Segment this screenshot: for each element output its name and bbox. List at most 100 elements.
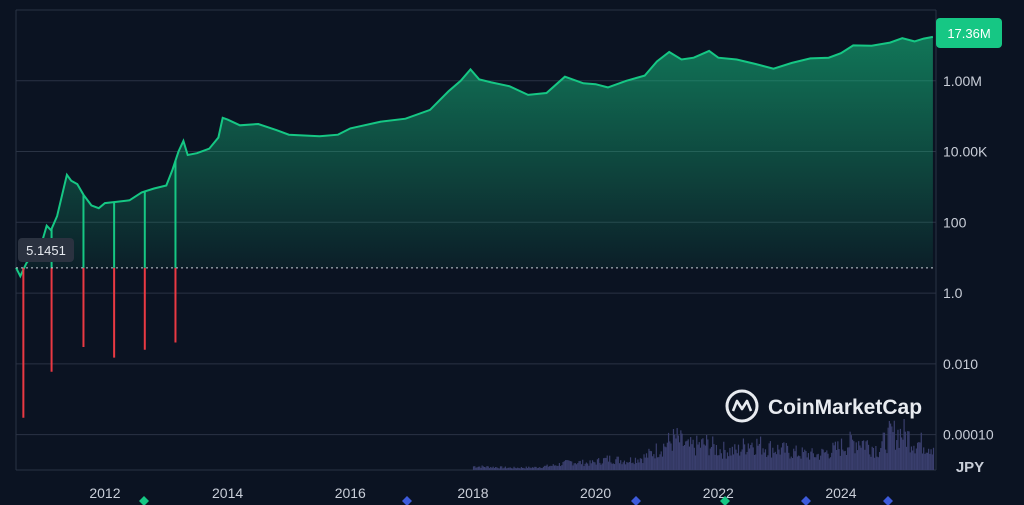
volume-bar — [599, 462, 601, 470]
volume-bar — [659, 454, 661, 470]
volume-bar — [643, 454, 645, 470]
volume-bar — [829, 457, 832, 470]
volume-bar — [639, 458, 641, 470]
volume-bar — [932, 447, 935, 470]
volume-bar — [874, 457, 876, 470]
volume-bar — [660, 451, 662, 470]
volume-bar — [901, 437, 903, 470]
volume-bar — [812, 453, 814, 470]
volume-bar — [780, 447, 783, 470]
volume-bar — [858, 441, 860, 470]
volume-bar — [677, 435, 679, 470]
volume-bar — [545, 465, 547, 470]
volume-bar — [602, 458, 605, 470]
volume-bar — [761, 454, 763, 470]
volume-bar — [710, 446, 713, 470]
volume-bar — [826, 450, 828, 470]
volume-bar — [909, 452, 911, 470]
volume-bar — [680, 430, 682, 470]
volume-bar — [712, 436, 714, 470]
volume-bar — [547, 466, 549, 470]
volume-bar — [681, 433, 683, 470]
volume-bar — [820, 455, 822, 470]
event-marker[interactable] — [139, 496, 149, 505]
volume-bar — [912, 450, 914, 470]
volume-bar — [674, 434, 676, 470]
volume-bar — [475, 467, 477, 470]
event-marker[interactable] — [402, 496, 412, 505]
volume-bar — [629, 457, 632, 470]
volume-bar — [692, 439, 694, 470]
volume-bar — [573, 463, 575, 470]
volume-bar — [827, 453, 829, 470]
volume-bar — [661, 456, 664, 470]
volume-bar — [622, 462, 624, 470]
volume-bar — [924, 453, 926, 470]
volume-bar — [508, 467, 510, 470]
volume-bar — [691, 444, 693, 470]
volume-bar — [582, 459, 584, 470]
event-marker[interactable] — [801, 496, 811, 505]
volume-bar — [772, 447, 774, 470]
volume-bar — [923, 447, 925, 470]
volume-bar — [536, 468, 538, 470]
volume-bar — [474, 466, 476, 470]
volume-bar — [881, 441, 883, 470]
volume-bar — [871, 446, 873, 470]
volume-bar — [578, 461, 580, 470]
volume-bar — [755, 454, 757, 470]
volume-bar — [486, 466, 488, 470]
volume-bar — [752, 447, 754, 470]
volume-bar — [502, 468, 504, 470]
volume-bar — [491, 467, 493, 470]
volume-bar — [837, 441, 839, 470]
event-marker[interactable] — [883, 496, 893, 505]
volume-bar — [472, 466, 475, 470]
volume-bar — [890, 423, 892, 470]
volume-bar — [590, 463, 592, 470]
volume-bar — [719, 449, 721, 470]
volume-bar — [774, 451, 776, 470]
volume-bar — [546, 464, 548, 470]
volume-bar — [815, 457, 817, 470]
volume-bar — [742, 438, 744, 470]
volume-bar — [594, 462, 596, 470]
volume-bar — [834, 441, 836, 470]
volume-bar — [515, 468, 518, 470]
event-marker[interactable] — [631, 496, 641, 505]
volume-bar — [663, 443, 665, 470]
volume-bar — [679, 442, 681, 470]
volume-bar — [514, 467, 516, 470]
volume-bar — [775, 454, 778, 470]
volume-bar — [492, 466, 494, 470]
event-marker[interactable] — [720, 496, 730, 505]
volume-bar — [930, 449, 932, 470]
volume-bar — [739, 455, 741, 470]
volume-bar — [606, 455, 608, 470]
volume-bar — [642, 463, 644, 470]
volume-bar — [490, 466, 492, 470]
volume-bar — [482, 466, 484, 470]
volume-bar — [551, 465, 553, 470]
volume-bar — [902, 439, 904, 470]
volume-bar — [718, 455, 720, 470]
volume-bar — [747, 443, 749, 470]
volume-bar — [708, 455, 710, 470]
volume-bar — [540, 467, 542, 470]
x-tick-label: 2018 — [457, 485, 488, 501]
volume-bar — [777, 444, 779, 470]
volume-bar — [836, 449, 838, 470]
volume-bar — [870, 456, 872, 470]
volume-bar — [929, 453, 931, 470]
volume-bar — [529, 467, 531, 470]
volume-bar — [497, 468, 499, 470]
volume-bar — [562, 462, 564, 470]
volume-bar — [854, 453, 856, 470]
volume-bar — [757, 445, 759, 470]
price-line — [15, 35, 934, 279]
y-tick-label: 1.00M — [943, 73, 982, 89]
volume-bar — [671, 450, 673, 470]
volume-bar — [687, 439, 689, 470]
volume-bar — [552, 464, 554, 470]
